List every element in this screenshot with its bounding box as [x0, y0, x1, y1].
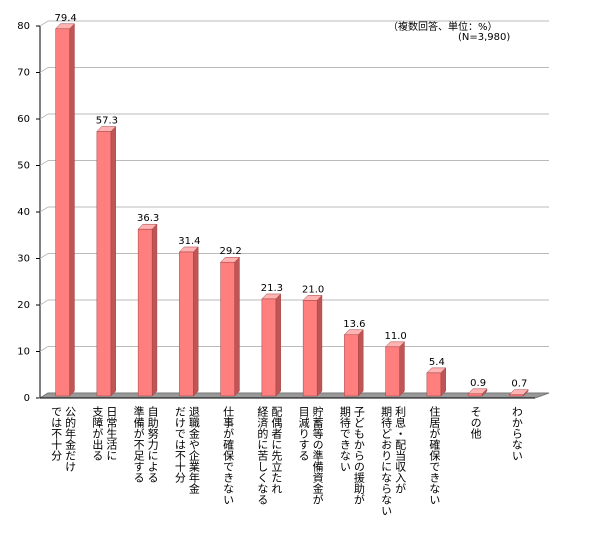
bar: [261, 293, 282, 397]
bar-face: [509, 394, 524, 397]
bar: [508, 389, 529, 397]
bar: [96, 125, 117, 397]
y-tick-label: 50: [17, 161, 30, 172]
bar-face: [137, 228, 153, 397]
bar-face: [69, 23, 75, 397]
y-tick-label: 0: [24, 393, 30, 404]
value-label: 13.6: [343, 319, 365, 330]
annotation: （複数回答、単位：%）: [388, 22, 498, 33]
bar: [385, 341, 406, 397]
bar-face: [193, 246, 199, 397]
grid-line: [39, 20, 49, 27]
bar-face: [426, 372, 442, 397]
bar-face: [179, 251, 194, 397]
x-tick-label: 公的年金だけ では不十分: [49, 406, 77, 472]
bar: [302, 294, 323, 397]
grid-line: [39, 346, 49, 352]
bar: [343, 329, 364, 397]
bar-face: [55, 28, 70, 397]
bar-face: [275, 293, 281, 397]
value-label: 21.3: [261, 283, 283, 294]
y-tick-label: 20: [17, 300, 30, 311]
x-tick-label: 自助努力による 準備が不足する: [132, 406, 160, 483]
bar-face: [220, 261, 235, 397]
value-label: 11.0: [384, 331, 406, 342]
bar-face: [302, 300, 318, 397]
value-label: 21.0: [302, 284, 324, 295]
x-tick-label: 日常生活に 支障が出る: [90, 406, 118, 461]
y-tick-label: 10: [17, 347, 30, 358]
value-label: 79.4: [54, 13, 76, 24]
annotation: (N=3,980): [458, 32, 511, 43]
bar-face: [96, 131, 112, 397]
bar-face: [234, 256, 240, 397]
y-tick-label: 40: [17, 207, 30, 218]
bar: [178, 246, 199, 397]
bar-face: [110, 125, 116, 397]
bar: [467, 388, 488, 397]
bar: [426, 367, 447, 397]
y-tick-label: 70: [17, 68, 30, 79]
bar-face: [151, 223, 158, 397]
x-tick-label: 子どもからの援助が 期待できない: [338, 406, 366, 505]
y-tick-label: 30: [17, 254, 30, 265]
grid-line: [39, 206, 49, 213]
x-tick-label: 退職金や企業年金 だけでは不十分: [173, 406, 201, 494]
value-label: 29.2: [219, 246, 241, 257]
grid-line: [39, 67, 49, 73]
value-label: 5.4: [429, 357, 445, 368]
bar-face: [399, 341, 405, 397]
y-tick-label: 60: [17, 114, 30, 125]
bar-face: [344, 334, 359, 397]
bar: [220, 256, 241, 397]
bar-face: [385, 346, 400, 397]
x-tick-label: 仕事が確保できない: [221, 406, 235, 505]
x-tick-label: 利息・配当収入が 期待どおりにならない: [379, 406, 407, 516]
bar-face: [358, 329, 364, 397]
x-tick-label: 貯蓄等の準備資金が 目減りする: [297, 406, 325, 505]
value-label: 57.3: [96, 116, 118, 127]
y-tick-label: 80: [17, 21, 30, 32]
x-tick-label: その他: [469, 406, 483, 439]
x-tick-label: わからない: [510, 406, 524, 461]
bar-face: [261, 298, 277, 397]
value-label: 36.3: [137, 213, 159, 224]
x-tick-label: 住居が確保できない: [427, 406, 441, 505]
bar: [55, 23, 76, 397]
value-label: 0.7: [511, 379, 527, 390]
grid-line: [39, 113, 49, 120]
grid-line: [39, 160, 49, 166]
bar-face: [467, 393, 483, 397]
grid-line: [39, 299, 49, 306]
bar: [137, 223, 158, 397]
bar-face: [316, 294, 323, 397]
grid-line: [39, 253, 49, 259]
value-label: 0.9: [470, 378, 486, 389]
value-label: 31.4: [178, 236, 200, 247]
x-tick-label: 配偶者に先立たれ 経済的に苦しくなる: [255, 406, 283, 505]
